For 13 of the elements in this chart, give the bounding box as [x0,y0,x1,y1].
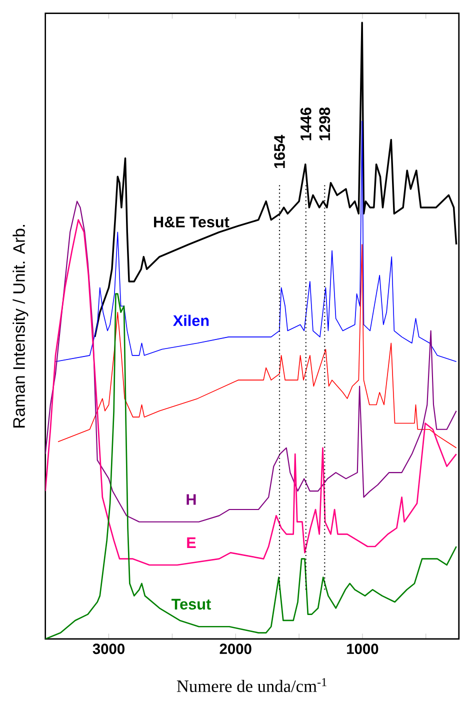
x-tick-label: 1000 [346,644,378,654]
ref-line-label: 1654 [274,134,285,168]
y-axis-title: Raman Intensity / Unit. Arb. [12,224,28,428]
series-label: Xilen [172,314,208,326]
ref-line-label: 1298 [319,108,330,140]
series-label: Tesut [171,598,211,610]
x-tick-label: 3000 [92,644,124,654]
x-axis-title: Numere de unda/cm$^{-1}$ [176,678,326,692]
series-label: H [186,494,196,505]
series-label: H&E Tesut [154,216,230,228]
ref-line-label: 1446 [300,108,312,140]
series-label: E [187,537,196,548]
x-tick-label: 2000 [220,644,252,654]
